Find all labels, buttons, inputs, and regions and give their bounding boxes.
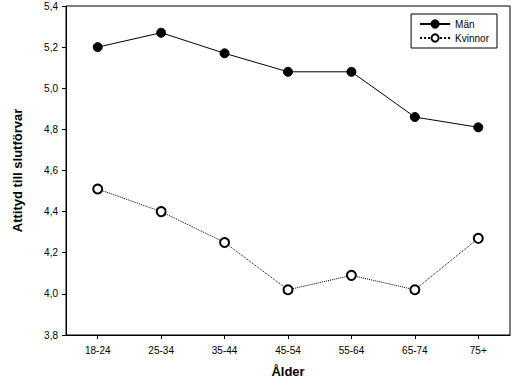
svg-text:75+: 75+ xyxy=(470,345,487,356)
svg-text:Kvinnor: Kvinnor xyxy=(455,33,490,44)
svg-text:5,0: 5,0 xyxy=(44,83,58,94)
svg-text:4,8: 4,8 xyxy=(44,124,58,135)
svg-text:Attityd till slutförvar: Attityd till slutförvar xyxy=(10,109,25,233)
svg-text:65-74: 65-74 xyxy=(402,345,428,356)
svg-text:45-54: 45-54 xyxy=(275,345,301,356)
svg-text:25-34: 25-34 xyxy=(148,345,174,356)
svg-text:3,8: 3,8 xyxy=(44,330,58,341)
svg-text:18-24: 18-24 xyxy=(85,345,111,356)
svg-text:Ålder: Ålder xyxy=(271,364,304,379)
svg-text:55-64: 55-64 xyxy=(339,345,365,356)
svg-text:4,0: 4,0 xyxy=(44,288,58,299)
svg-text:35-44: 35-44 xyxy=(212,345,238,356)
svg-text:5,4: 5,4 xyxy=(44,1,58,12)
svg-text:5,2: 5,2 xyxy=(44,42,58,53)
svg-text:4,2: 4,2 xyxy=(44,247,58,258)
svg-text:4,4: 4,4 xyxy=(44,206,58,217)
svg-text:Män: Män xyxy=(455,19,474,30)
svg-text:4,6: 4,6 xyxy=(44,165,58,176)
